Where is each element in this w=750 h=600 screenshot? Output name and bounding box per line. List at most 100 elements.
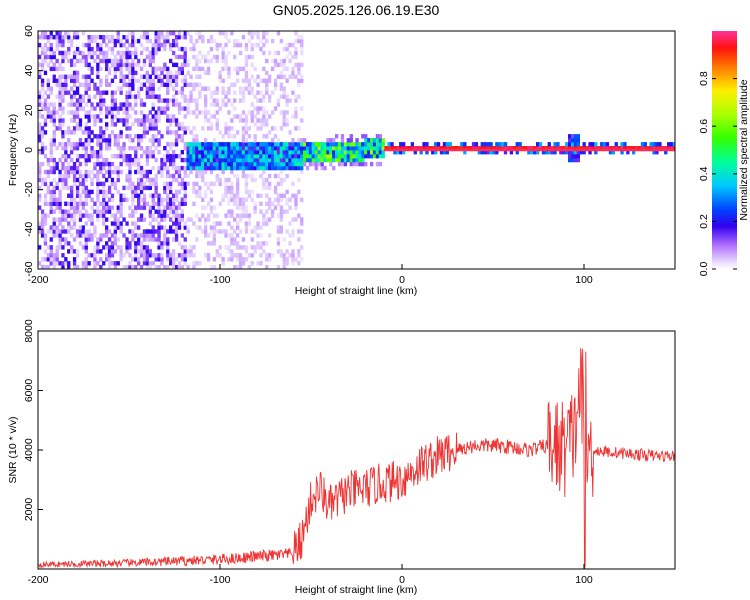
spectrogram-cell (40, 94, 45, 99)
spectrogram-cell (116, 154, 120, 159)
spectrogram-cell (116, 110, 120, 115)
spectrogram-cell (67, 165, 71, 171)
spectrogram-cell (116, 225, 120, 230)
spectrogram-cell (128, 229, 132, 234)
spectrogram-cell (128, 78, 132, 83)
spectrogram-cell (81, 74, 86, 79)
spectrogram-cell (46, 114, 51, 119)
spectrogram-cell (436, 146, 441, 151)
spectrogram-cell (305, 150, 310, 155)
spectrogram-cell (110, 46, 115, 52)
spectrogram-cell (233, 82, 237, 87)
spectrogram-cell (279, 58, 284, 64)
spectrogram-cell (105, 66, 109, 72)
spectrogram-cell (626, 150, 630, 155)
spectrogram-cell (279, 74, 284, 79)
spectrogram-cell (247, 161, 252, 167)
spectrogram-cell (61, 181, 65, 187)
spectrogram-cell (198, 50, 202, 56)
spectrogram-cell (107, 253, 112, 258)
spectrogram-cell (145, 169, 150, 175)
spectrogram-cell (282, 110, 286, 115)
spectrogram-cell (192, 42, 196, 48)
spectrogram-cell (40, 181, 45, 187)
spectrogram-cell (206, 66, 211, 72)
spectrogram-cell (166, 169, 170, 175)
spectrogram-cell (102, 165, 106, 171)
spectrogram-cell (172, 74, 176, 79)
spectrogram-cell (186, 126, 190, 131)
spectrogram-cell (206, 86, 211, 91)
spectrogram-cell (113, 138, 118, 143)
spectrogram-cell (268, 146, 272, 151)
spectrogram-cell (67, 261, 71, 266)
spectrogram-cell (276, 50, 281, 56)
spectrogram-cell (87, 118, 91, 123)
spectrogram-cell (256, 142, 260, 147)
spectrogram-cell (49, 118, 53, 123)
spectrogram-cell (84, 161, 88, 167)
spectrogram-cell (192, 150, 196, 155)
spectrogram-cell (259, 201, 263, 206)
spectrogram-cell (303, 138, 307, 143)
spectrogram-cell (279, 94, 284, 99)
spectrogram-cell (285, 54, 289, 60)
spectrogram-cell (148, 62, 153, 68)
spectrogram-cell (116, 261, 120, 266)
spectrogram-cell (547, 150, 551, 155)
spectrogram-cell (113, 225, 118, 230)
spectrogram-cell (46, 257, 51, 262)
spectrogram-cell (224, 161, 228, 167)
spectrogram-cell (116, 205, 120, 210)
spectrogram-cell (145, 150, 150, 155)
spectrogram-cell (172, 94, 176, 99)
spectrogram-cell (55, 46, 59, 52)
spectrogram-cell (113, 122, 118, 127)
spectrogram-cell (72, 265, 77, 269)
spectrogram-cell (204, 102, 208, 107)
spectrogram-cell (573, 138, 578, 143)
spectrogram-cell (172, 209, 176, 214)
spectrogram-cell (116, 209, 120, 214)
spectrogram-cell (189, 161, 193, 167)
spectrogram-cell (192, 138, 196, 143)
spectrogram-cell (442, 150, 447, 155)
spectrogram-cell (189, 249, 193, 254)
spectrogram-cell (402, 150, 406, 155)
spectrogram-cell (180, 185, 185, 191)
spectrogram-cell (268, 185, 272, 191)
spectrogram-cell (116, 189, 120, 195)
spectrogram-cell (72, 31, 77, 36)
spectrogram-cell (110, 261, 115, 266)
spectrogram-cell (297, 161, 301, 167)
y-tick-label: 6000 (23, 379, 35, 403)
spectrogram-cell (180, 209, 185, 214)
spectrogram-cell (139, 134, 144, 139)
spectrogram-cell (352, 150, 356, 155)
spectrogram-cell (227, 38, 231, 44)
spectrogram-cell (180, 265, 185, 269)
spectrogram-cell (183, 157, 187, 163)
spectrogram-cell (230, 197, 234, 202)
spectrogram-cell (335, 150, 339, 155)
spectrogram-cell (279, 165, 284, 171)
spectrogram-cell (276, 229, 281, 234)
spectrogram-cell (396, 146, 400, 151)
spectrogram-cell (52, 265, 56, 269)
spectrogram-cell (78, 102, 83, 107)
spectrogram-cell (297, 213, 301, 218)
spectrogram-cell (151, 138, 155, 143)
spectrogram-cell (160, 209, 164, 214)
spectrogram-cell (72, 165, 77, 171)
spectrogram-cell (582, 142, 586, 147)
spectrogram-cell (87, 46, 91, 52)
spectrogram-cell (515, 146, 519, 151)
spectrogram-cell (276, 181, 281, 187)
spectrogram-cell (87, 98, 91, 103)
spectrogram-cell (169, 78, 173, 83)
spectrogram-cell (308, 142, 313, 147)
spectrogram-cell (172, 114, 176, 119)
spectrogram-cell (265, 257, 269, 262)
spectrogram-cell (335, 134, 339, 139)
spectrogram-cell (38, 221, 42, 226)
